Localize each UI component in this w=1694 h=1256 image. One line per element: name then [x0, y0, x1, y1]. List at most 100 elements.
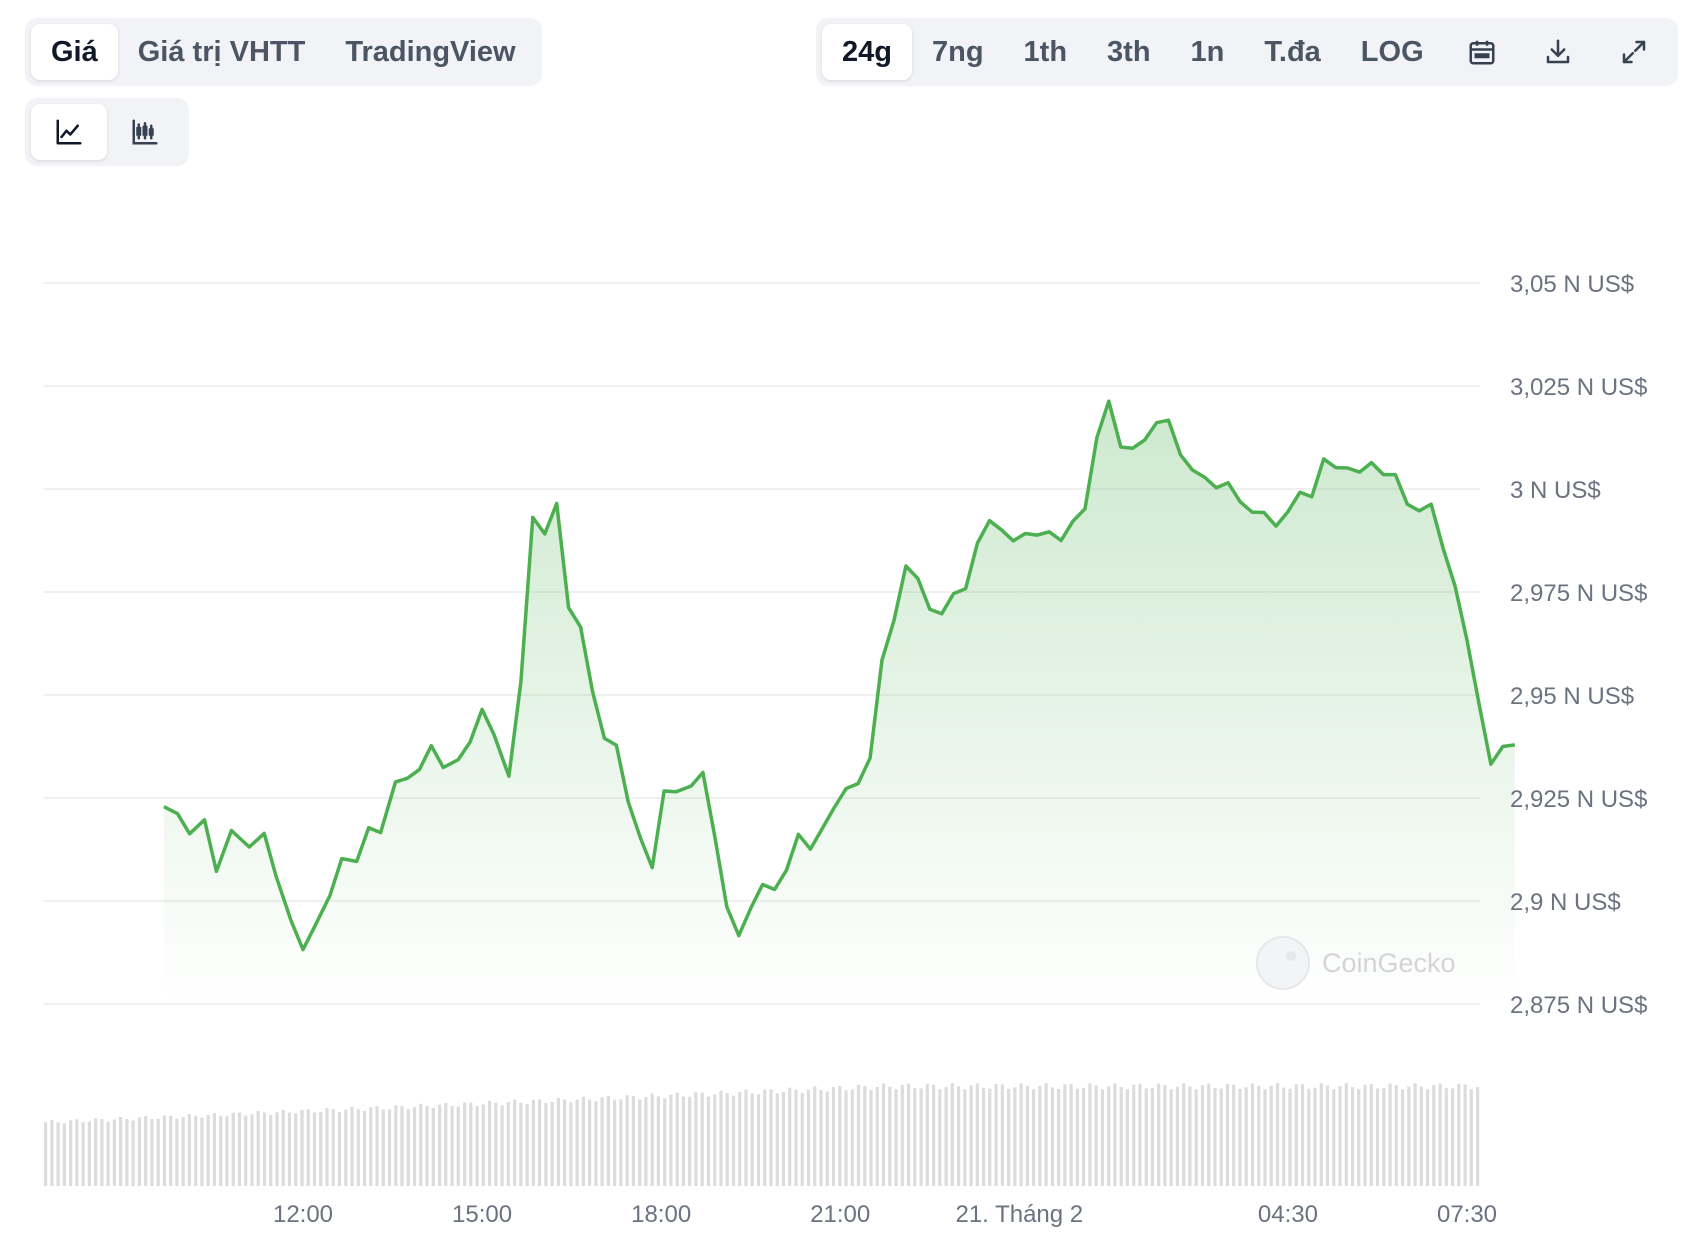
volume-bar	[838, 1086, 842, 1186]
volume-bar	[131, 1120, 135, 1186]
volume-bar	[463, 1102, 467, 1186]
download-icon	[1543, 37, 1573, 67]
volume-bar	[1125, 1089, 1129, 1186]
volume-bar	[925, 1083, 929, 1186]
volume-bar	[1138, 1083, 1142, 1186]
volume-bar	[256, 1111, 260, 1186]
volume-bar	[438, 1104, 442, 1186]
volume-bar	[763, 1089, 767, 1186]
range-0[interactable]: 24g	[822, 24, 912, 80]
volume-bar	[1476, 1087, 1480, 1186]
volume-bar	[369, 1107, 373, 1186]
range-6[interactable]: LOG	[1360, 35, 1424, 68]
volume-bar	[1382, 1088, 1386, 1186]
volume-bar	[625, 1095, 629, 1186]
volume-bar	[125, 1119, 129, 1186]
volume-bar	[594, 1101, 598, 1186]
volume-bar	[1025, 1085, 1029, 1186]
volume-bar	[944, 1087, 948, 1186]
volume-bar	[1357, 1089, 1361, 1186]
calendar-button[interactable]	[1444, 24, 1520, 80]
volume-bar	[938, 1089, 942, 1186]
volume-bar	[488, 1100, 492, 1186]
volume-bar	[694, 1092, 698, 1186]
volume-bar	[619, 1099, 623, 1186]
volume-bar	[119, 1117, 123, 1186]
volume-bar	[1432, 1085, 1436, 1186]
volume-bar	[638, 1099, 642, 1186]
download-button[interactable]	[1520, 24, 1596, 80]
volume-bar	[1282, 1087, 1286, 1186]
volume-bar	[756, 1094, 761, 1186]
volume-bar	[1457, 1083, 1461, 1186]
volume-bar	[81, 1122, 85, 1186]
volume-bar	[525, 1103, 529, 1186]
volume-bar	[412, 1107, 417, 1186]
tab-1[interactable]: Giá trị VHTT	[137, 35, 306, 68]
volume-bar	[156, 1119, 160, 1186]
volume-bar	[982, 1087, 986, 1186]
volume-bar	[1257, 1086, 1261, 1186]
tab-0[interactable]: Giá	[31, 24, 118, 80]
volume-bar	[994, 1084, 998, 1186]
y-tick-label: 2,875 N US$	[1510, 992, 1647, 1019]
volume-bar	[875, 1087, 879, 1186]
volume-bar	[275, 1112, 279, 1186]
volume-bar	[456, 1106, 460, 1186]
y-tick-label: 3,05 N US$	[1510, 271, 1634, 298]
calendar-icon	[1467, 37, 1497, 67]
range-1[interactable]: 7ng	[931, 35, 984, 68]
volume-bar	[606, 1096, 610, 1186]
volume-bar	[306, 1109, 310, 1186]
volume-bar	[75, 1119, 79, 1186]
fullscreen-button[interactable]	[1596, 24, 1672, 80]
volume-bar	[450, 1106, 454, 1186]
volume-bar	[600, 1097, 604, 1186]
volume-bar	[1338, 1086, 1342, 1186]
volume-bar	[144, 1116, 148, 1186]
volume-bar	[575, 1099, 579, 1186]
volume-bar	[531, 1099, 535, 1186]
volume-bar	[957, 1086, 961, 1186]
volume-bar	[1207, 1083, 1211, 1186]
volume-bar	[856, 1084, 861, 1186]
volume-bar	[1219, 1088, 1223, 1186]
range-4[interactable]: 1n	[1190, 35, 1225, 68]
volume-bar	[425, 1106, 429, 1186]
y-tick-label: 2,9 N US$	[1510, 889, 1621, 916]
volume-bar	[631, 1096, 635, 1186]
volume-bar	[506, 1102, 510, 1186]
volume-bar	[975, 1083, 979, 1186]
volume-bar	[775, 1093, 779, 1186]
volume-bar	[1388, 1083, 1392, 1186]
volume-bar	[1451, 1088, 1455, 1186]
volume-bar	[1332, 1089, 1336, 1186]
line-chart-button[interactable]	[31, 104, 107, 160]
volume-bar	[150, 1118, 154, 1186]
candlestick-button[interactable]	[107, 104, 183, 160]
metric-tabs: Giá Giá trị VHTT TradingView	[25, 18, 542, 86]
volume-bar	[681, 1096, 685, 1186]
volume-bar	[788, 1087, 792, 1186]
volume-bar	[1188, 1086, 1192, 1186]
volume-bar	[1313, 1087, 1317, 1186]
volume-bar	[281, 1109, 285, 1186]
volume-bar	[212, 1113, 216, 1186]
range-5[interactable]: T.đa	[1264, 35, 1321, 68]
range-3[interactable]: 3th	[1107, 35, 1151, 68]
volume-bar	[400, 1105, 404, 1186]
volume-bar	[1213, 1088, 1217, 1186]
range-selector: 24g 7ng 1th 3th 1n T.đa LOG	[816, 18, 1678, 86]
volume-bar	[1044, 1083, 1048, 1186]
volume-bar	[794, 1089, 798, 1186]
volume-bar	[700, 1092, 704, 1186]
range-2[interactable]: 1th	[1023, 35, 1068, 68]
x-tick-label: 15:00	[452, 1201, 512, 1228]
volume-bar	[94, 1118, 98, 1186]
volume-bar	[663, 1098, 667, 1186]
candlestick-icon	[130, 117, 160, 147]
volume-bar	[969, 1085, 973, 1186]
volume-bar	[1100, 1089, 1104, 1186]
tab-2[interactable]: TradingView	[345, 35, 516, 68]
volume-bar	[1132, 1084, 1136, 1186]
